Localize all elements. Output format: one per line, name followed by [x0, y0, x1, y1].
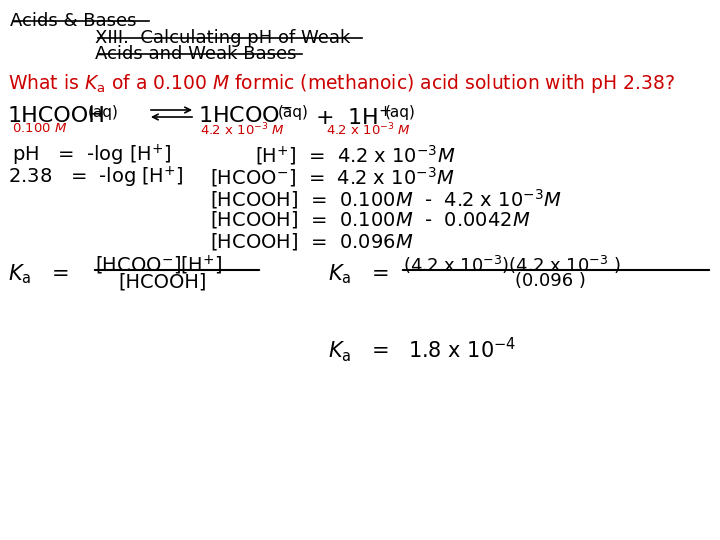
Text: [HCOO$^{-}$][H$^{+}$]: [HCOO$^{-}$][H$^{+}$] — [95, 254, 222, 278]
Text: (aq): (aq) — [385, 105, 416, 120]
Text: 2.38   =  -log [H$^{+}$]: 2.38 = -log [H$^{+}$] — [8, 165, 184, 190]
Text: [HCOOH]  =  0.096$\mathit{M}$: [HCOOH] = 0.096$\mathit{M}$ — [210, 231, 413, 252]
Text: (aq): (aq) — [88, 105, 119, 120]
Text: Acids and Weak Bases: Acids and Weak Bases — [95, 45, 297, 63]
Text: (4.2 x 10$^{-3}$)(4.2 x 10$^{-3}$ ): (4.2 x 10$^{-3}$)(4.2 x 10$^{-3}$ ) — [403, 254, 621, 276]
Text: XIII.  Calculating pH of Weak: XIII. Calculating pH of Weak — [95, 29, 351, 47]
Text: +  1H$^{+}$: + 1H$^{+}$ — [315, 106, 392, 129]
Text: [HCOOH]: [HCOOH] — [118, 272, 207, 291]
Text: 1HCOO$^{-}$: 1HCOO$^{-}$ — [198, 106, 293, 126]
Text: [HCOO$^{-}$]  =  4.2 x 10$^{-3}$$\mathit{M}$: [HCOO$^{-}$] = 4.2 x 10$^{-3}$$\mathit{M… — [210, 165, 454, 189]
Text: 4.2 x 10$^{-3}$ $\mathit{M}$: 4.2 x 10$^{-3}$ $\mathit{M}$ — [200, 122, 285, 139]
Text: (0.096 ): (0.096 ) — [515, 272, 586, 290]
Text: [HCOOH]  =  0.100$\mathit{M}$  -  4.2 x 10$^{-3}$$\mathit{M}$: [HCOOH] = 0.100$\mathit{M}$ - 4.2 x 10$^… — [210, 187, 562, 211]
Text: pH   =  -log [H$^{+}$]: pH = -log [H$^{+}$] — [12, 143, 171, 168]
Text: What is $\mathit{K}_{\mathrm{a}}$ of a 0.100 $\mathit{M}$ formic (methanoic) aci: What is $\mathit{K}_{\mathrm{a}}$ of a 0… — [8, 72, 675, 95]
Text: $\mathit{K}_{\mathrm{a}}$   =: $\mathit{K}_{\mathrm{a}}$ = — [328, 262, 389, 286]
Text: Acids & Bases: Acids & Bases — [10, 12, 137, 30]
Text: 4.2 x 10$^{-3}$ $\mathit{M}$: 4.2 x 10$^{-3}$ $\mathit{M}$ — [326, 122, 411, 139]
Text: 0.100 $\mathit{M}$: 0.100 $\mathit{M}$ — [12, 122, 67, 135]
Text: (aq): (aq) — [278, 105, 309, 120]
Text: 1HCOOH: 1HCOOH — [8, 106, 106, 126]
Text: $\mathit{K}_{\mathrm{a}}$   =: $\mathit{K}_{\mathrm{a}}$ = — [8, 262, 68, 286]
Text: $\mathit{K}_{\mathrm{a}}$   =   1.8 x 10$^{-4}$: $\mathit{K}_{\mathrm{a}}$ = 1.8 x 10$^{-… — [328, 335, 516, 364]
Text: [HCOOH]  =  0.100$\mathit{M}$  -  0.0042$\mathit{M}$: [HCOOH] = 0.100$\mathit{M}$ - 0.0042$\ma… — [210, 209, 531, 230]
Text: [H$^{+}$]  =  4.2 x 10$^{-3}$$\mathit{M}$: [H$^{+}$] = 4.2 x 10$^{-3}$$\mathit{M}$ — [255, 143, 455, 167]
